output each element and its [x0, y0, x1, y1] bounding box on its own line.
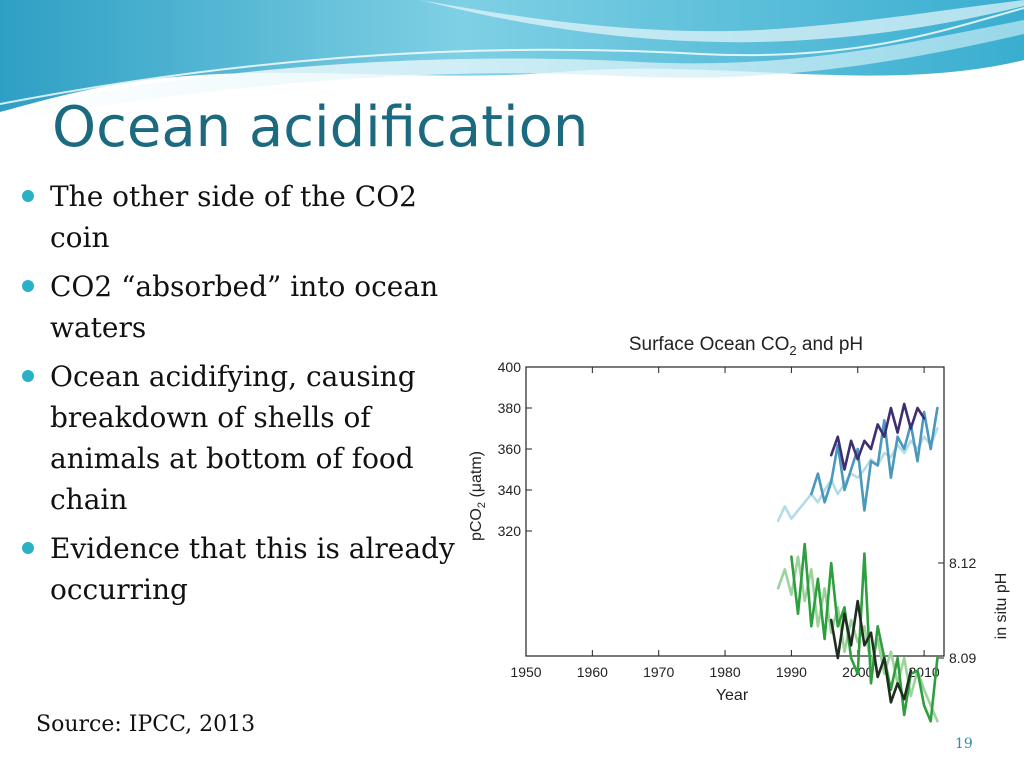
- bullet-dot-icon: [22, 542, 34, 554]
- bullet-dot-icon: [22, 280, 34, 292]
- bullet-dot-icon: [22, 370, 34, 382]
- pco2-series-line-2: [829, 402, 926, 471]
- bullet-text: CO2 “absorbed” into ocean waters: [50, 270, 439, 344]
- x-axis-label: Year: [716, 687, 749, 704]
- bullet-item: CO2 “absorbed” into ocean waters: [22, 266, 462, 348]
- y-right-tick-label: 8.09: [949, 650, 976, 666]
- y-right-tick-label: 8.12: [949, 555, 976, 571]
- ph-series-line-5: [829, 599, 913, 704]
- bullet-text: Evidence that this is already occurring: [50, 532, 455, 606]
- pco2-series-line-0: [776, 427, 939, 523]
- y-axis-left-label: pCO2 (μatm): [468, 451, 488, 541]
- bullet-item: Evidence that this is already occurring: [22, 528, 462, 610]
- y-left-tick-label: 400: [498, 359, 522, 375]
- bullet-text: Ocean acidifying, causing breakdown of s…: [50, 360, 416, 516]
- x-tick-label: 1950: [510, 664, 541, 680]
- ph-series-line-3: [776, 555, 939, 723]
- y-left-tick-label: 360: [498, 441, 522, 457]
- bullet-list: The other side of the CO2 coin CO2 “abso…: [22, 176, 462, 618]
- bullet-dot-icon: [22, 190, 34, 202]
- slide-title: Ocean acidification: [52, 95, 589, 160]
- x-tick-label: 1980: [709, 664, 740, 680]
- x-tick-label: 1960: [577, 664, 608, 680]
- y-left-tick-label: 380: [498, 400, 522, 416]
- y-left-tick-label: 320: [498, 523, 522, 539]
- y-left-tick-label: 340: [498, 482, 522, 498]
- ph-series-line-4: [790, 542, 939, 723]
- slide-number: 19: [955, 736, 973, 752]
- x-tick-label: 1990: [776, 664, 807, 680]
- x-tick-label: 1970: [643, 664, 674, 680]
- bullet-text: The other side of the CO2 coin: [50, 180, 417, 254]
- header-wave-decoration: [0, 0, 1024, 122]
- chart-title: Surface Ocean CO2 and pH: [629, 334, 863, 358]
- bullet-item: The other side of the CO2 coin: [22, 176, 462, 258]
- co2-ph-chart: Surface Ocean CO2 and pH 1950 1960 1970 198…: [465, 326, 1016, 726]
- plot-frame: [525, 366, 945, 657]
- chart-svg: Surface Ocean CO2 and pH 1950 1960 1970 198…: [468, 334, 1010, 723]
- source-citation: Source: IPCC, 2013: [36, 712, 256, 737]
- y-axis-right-label: in situ pH: [993, 573, 1010, 640]
- pco2-series-line-1: [809, 406, 939, 512]
- bullet-item: Ocean acidifying, causing breakdown of s…: [22, 356, 462, 520]
